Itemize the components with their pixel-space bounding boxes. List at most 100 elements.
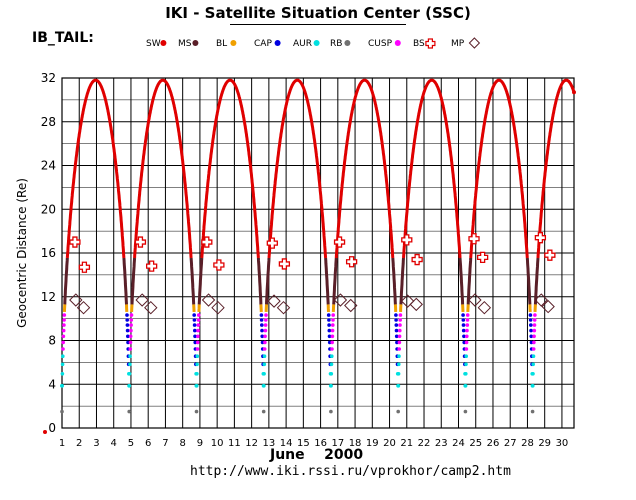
orbit-region-dot (531, 362, 535, 367)
orbit-region-dot (194, 409, 199, 414)
y-tick-label: 16 (41, 246, 56, 260)
orbit-region-dot (461, 318, 466, 322)
plot-frame (61, 77, 575, 429)
legend-marker-mp (468, 37, 481, 49)
orbit-ms-segment (256, 257, 263, 305)
bow-shock-marker (201, 236, 213, 248)
orbit-sw-segment (402, 78, 462, 259)
orbit-region-dot (531, 372, 535, 376)
orbit-sw-segment (469, 78, 529, 259)
magnetopause-marker (69, 293, 83, 307)
chart-title: IKI - Satellite Situation Center (SSC) (165, 4, 471, 22)
orbit-region-dot (125, 318, 129, 322)
bow-shock-marker (78, 261, 91, 273)
x-tick-label: 23 (435, 438, 448, 449)
orbit-region-dot (465, 313, 470, 317)
x-tick-label: 26 (487, 438, 500, 449)
x-tick-label: 13 (263, 438, 276, 449)
orbit-region-dot (127, 409, 131, 414)
orbit-region-dot (394, 328, 399, 333)
bow-shock-marker (345, 256, 358, 268)
magnetopause-marker (144, 300, 158, 315)
orbit-region-dot (395, 340, 399, 345)
legend-label-bl: BL (216, 39, 227, 49)
legend-label-aur: AUR (293, 39, 312, 49)
magnetopause-marker (409, 297, 423, 312)
orbit-region-dot (533, 313, 537, 317)
orbit-region-dot (465, 323, 470, 327)
x-tick-label: 4 (111, 438, 117, 449)
orbit-region-dot (195, 340, 200, 345)
orbit-region-dot (397, 347, 402, 351)
orbit-region-dot (196, 328, 200, 333)
orbit-ms-segment (533, 257, 540, 305)
orbit-region-dot (127, 384, 132, 388)
x-tick-label: 5 (128, 438, 134, 449)
legend-label-sw: SW (146, 39, 161, 49)
orbit-ms-segment (122, 257, 128, 305)
orbit-region-dot (531, 347, 536, 351)
orbit-region-dot (62, 313, 67, 317)
y-tick-label: 12 (41, 290, 56, 304)
orbit-region-dot (196, 334, 200, 339)
orbit-region-dot (529, 334, 533, 339)
bow-shock-marker (468, 233, 480, 245)
orbit-region-dot (464, 347, 469, 351)
orbit-region-dot (128, 334, 133, 339)
y-tick-label: 20 (41, 202, 56, 216)
orbit-ms-segment (458, 257, 465, 305)
orbit-region-dot (398, 323, 402, 327)
legend-marker-rb (344, 40, 351, 46)
orbit-region-dot (260, 323, 264, 327)
x-tick-label: 9 (197, 438, 203, 449)
orbit-region-dot (125, 328, 130, 333)
x-tick-label: 16 (314, 438, 327, 449)
x-tick-label: 3 (93, 438, 99, 449)
y-tick-label: 4 (48, 377, 56, 391)
year-label: 2000 (324, 447, 364, 463)
magnetopause-marker (211, 300, 225, 315)
orbit-region-dot (462, 334, 466, 339)
bow-shock-marker (278, 258, 291, 270)
bow-shock-marker (544, 249, 556, 261)
legend-label-cap: CAP (254, 39, 272, 49)
x-tick-label: 25 (469, 438, 482, 449)
orbit-region-dot (264, 318, 268, 322)
orbit-region-dot (60, 362, 65, 367)
orbit-region-dot (465, 334, 469, 339)
orbit-ms-segment (197, 257, 204, 305)
legend-marker-sw (160, 40, 167, 46)
orbit-region-dot (262, 362, 267, 367)
x-tick-label: 10 (211, 438, 224, 449)
orbit-region-dot (129, 318, 134, 322)
x-tick-label: 14 (280, 438, 293, 449)
orbit-region-dot (528, 313, 533, 317)
orbit-ms-segment (63, 257, 69, 305)
orbit-region-dot (262, 384, 266, 388)
orbit-region-dot (463, 409, 468, 414)
orbit-region-dot (331, 323, 335, 327)
orbit-region-dot (262, 347, 267, 351)
start-dot (43, 430, 47, 434)
orbit-region-dot (397, 334, 402, 339)
magnetopause-marker (76, 300, 91, 315)
orbit-region-dot (327, 328, 332, 333)
orbit-region-dot (532, 318, 537, 322)
orbit-region-dot (129, 328, 133, 333)
orbit-region-dot (330, 328, 335, 333)
orbit-region-dot (529, 328, 533, 333)
orbit-ms-segment (332, 257, 338, 305)
orbit-region-dot (193, 334, 197, 339)
orbit-region-dot (464, 372, 468, 376)
y-tick-label: 32 (41, 71, 56, 85)
orbit-region-dot (330, 340, 335, 345)
orbit-region-dot (195, 362, 199, 367)
bow-shock-marker (213, 259, 225, 271)
orbit-region-dot (260, 334, 265, 339)
orbit-region-dot (465, 328, 469, 333)
x-tick-label: 12 (245, 438, 258, 449)
orbit-sw-segment (536, 78, 576, 259)
orbit-region-dot (329, 384, 333, 388)
orbit-region-dot (465, 318, 470, 322)
orbit-ms-segment (391, 257, 397, 305)
